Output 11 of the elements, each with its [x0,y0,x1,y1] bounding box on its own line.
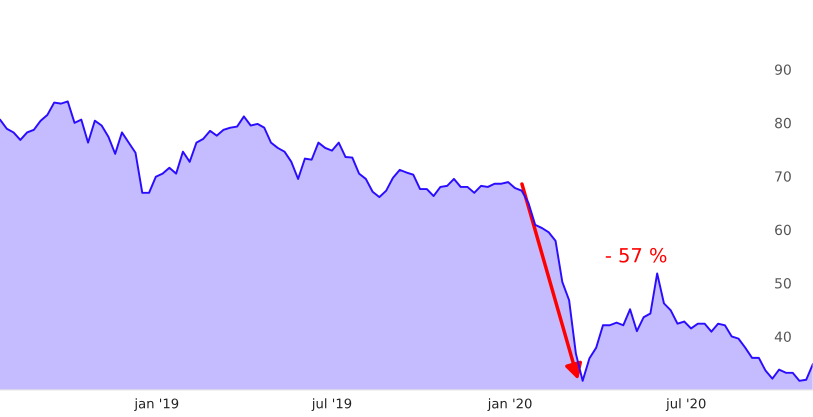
y-tick-label: 80 [775,118,791,128]
y-tick-label: 60 [775,224,791,236]
y-tick-label: 90 [774,64,791,75]
x-tick-label: jul '20 [666,398,706,411]
y-tick-label: 40 [774,331,791,342]
x-tick-label: jul '19 [312,398,352,411]
x-tick-label: jan '20 [487,398,532,411]
x-tick-label: jan '19 [134,398,178,411]
y-tick-label: 50 [775,278,791,289]
y-tick-label: 70 [775,171,791,182]
annotation: - 57 % [606,248,666,263]
